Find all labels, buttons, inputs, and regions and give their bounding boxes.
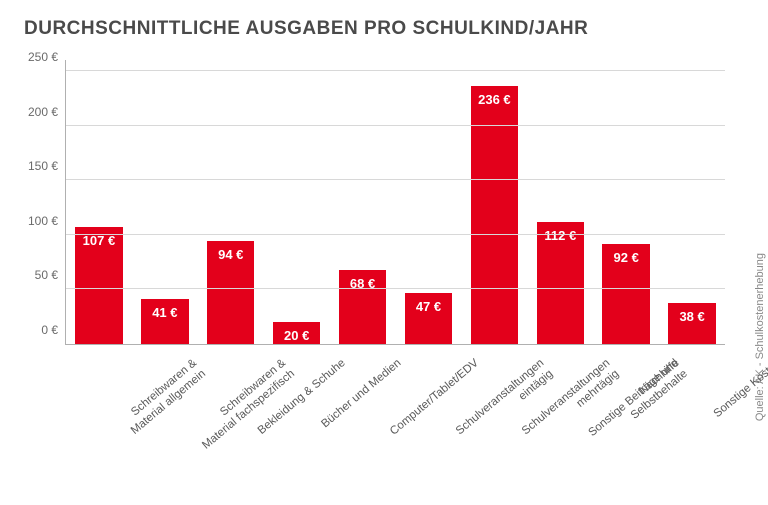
chart-title: DURCHSCHNITTLICHE AUSGABEN PRO SCHULKIND… xyxy=(24,18,588,40)
bar: 41 € xyxy=(141,299,188,344)
x-axis-labels: Schreibwaren & Material allgemeinSchreib… xyxy=(65,345,725,495)
bar: 112 € xyxy=(537,222,584,344)
x-label-slot: Bekleidung & Schuhe xyxy=(197,345,263,495)
bar: 94 € xyxy=(207,241,254,344)
x-label-slot: Schulveranstaltungen eintägig xyxy=(395,345,461,495)
gridline xyxy=(66,70,725,71)
bar-slot: 41 € xyxy=(132,60,198,344)
gridline xyxy=(66,125,725,126)
y-tick-label: 0 € xyxy=(41,323,58,337)
bar-value-label: 112 € xyxy=(544,228,576,243)
bar-slot: 94 € xyxy=(198,60,264,344)
bar-value-label: 92 € xyxy=(614,250,639,265)
bar: 107 € xyxy=(75,227,122,344)
bar-slot: 236 € xyxy=(461,60,527,344)
bar-slot: 107 € xyxy=(66,60,132,344)
bar-slot: 68 € xyxy=(330,60,396,344)
x-label-slot: Nachhilfe xyxy=(593,345,659,495)
bar-slot: 38 € xyxy=(659,60,725,344)
gridline xyxy=(66,234,725,235)
bar-value-label: 41 € xyxy=(152,305,177,320)
y-tick-label: 50 € xyxy=(35,268,58,282)
x-label-slot: Sonstige Kosten xyxy=(659,345,725,495)
bar: 38 € xyxy=(668,303,715,345)
y-tick-label: 100 € xyxy=(28,214,58,228)
bar-value-label: 94 € xyxy=(218,247,243,262)
bar: 20 € xyxy=(273,322,320,344)
bar: 92 € xyxy=(602,244,649,344)
bar-slot: 47 € xyxy=(396,60,462,344)
bars-container: 107 € 41 € 94 € 20 € 68 € 47 € 236 € 112 € 92 € 3… xyxy=(66,60,725,344)
bar-value-label: 107 € xyxy=(83,233,116,248)
bar: 68 € xyxy=(339,270,386,344)
x-label-slot: Bücher und Medien xyxy=(263,345,329,495)
bar-value-label: 47 € xyxy=(416,299,441,314)
bar-slot: 112 € xyxy=(527,60,593,344)
x-label-slot: Schreibwaren & Material fachspezifisch xyxy=(131,345,197,495)
y-tick-label: 200 € xyxy=(28,105,58,119)
bar-value-label: 236 € xyxy=(478,92,511,107)
x-label-slot: Schulveranstaltungen mehrtägig xyxy=(461,345,527,495)
x-label-slot: Sonstige Beiträge und Selbstbehalte xyxy=(527,345,593,495)
bar-slot: 92 € xyxy=(593,60,659,344)
gridline xyxy=(66,179,725,180)
bar-slot: 20 € xyxy=(264,60,330,344)
x-label-slot: Computer/Tablet/EDV xyxy=(329,345,395,495)
chart-plot-area: 107 € 41 € 94 € 20 € 68 € 47 € 236 € 112 € 92 € 3… xyxy=(65,60,725,345)
bar-value-label: 20 € xyxy=(284,328,309,343)
y-tick-label: 250 € xyxy=(28,50,58,64)
y-tick-label: 150 € xyxy=(28,159,58,173)
x-label-slot: Schreibwaren & Material allgemein xyxy=(65,345,131,495)
bar-value-label: 38 € xyxy=(679,309,704,324)
bar: 47 € xyxy=(405,293,452,344)
chart-source: Quelle: AK - Schulkostenerhebung xyxy=(754,253,766,421)
gridline xyxy=(66,288,725,289)
